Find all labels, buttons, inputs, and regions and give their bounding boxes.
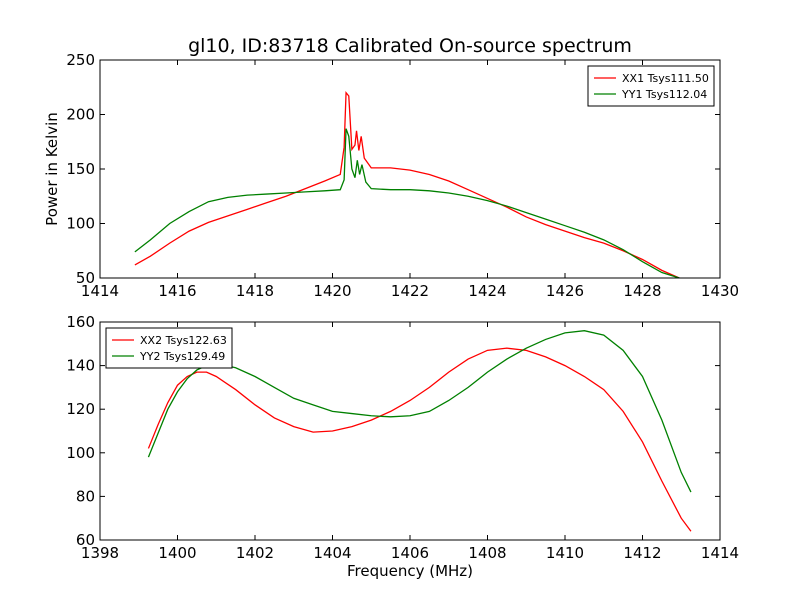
legend-box [587, 65, 715, 107]
y-tick-label: 150 [66, 160, 95, 178]
y-tick-label: 250 [66, 51, 95, 69]
bottom-panel: 1398 1400 1402 1404 1406 1408 1410 1412 1414 60 80… [66, 313, 739, 580]
x-tick-label: 1418 [236, 282, 274, 300]
x-tick-label: 1408 [468, 544, 506, 562]
x-tick-label: 1406 [391, 544, 429, 562]
y-tick-label: 80 [76, 487, 95, 505]
legend-box [105, 327, 233, 369]
y-tick-label: 140 [66, 357, 95, 375]
y-tick-label: 100 [66, 215, 95, 233]
legend: XX2 Tsys122.63 YY2 Tsys129.49 [105, 327, 233, 369]
y-axis-label: Power in Kelvin [43, 112, 61, 226]
x-tick-label: 1404 [313, 544, 351, 562]
x-tick-label: 1428 [623, 282, 661, 300]
y-tick-label: 160 [66, 313, 95, 331]
x-tick-label: 1426 [546, 282, 584, 300]
x-tick-label: 1414 [701, 544, 739, 562]
x-tick-label: 1412 [623, 544, 661, 562]
legend-entry: YY1 Tsys112.04 [621, 88, 707, 101]
x-axis-label: Frequency (MHz) [347, 562, 473, 580]
top-panel: 1414 1416 1418 1420 1422 1424 1426 1428 1430 50 10… [43, 35, 739, 300]
legend-entry: YY2 Tsys129.49 [139, 350, 225, 363]
x-tick-label: 1400 [158, 544, 196, 562]
x-tick-label: 1402 [236, 544, 274, 562]
x-tick-label: 1420 [313, 282, 351, 300]
x-tick-label: 1414 [81, 282, 119, 300]
x-tick-label: 1430 [701, 282, 739, 300]
y-tick-label: 120 [66, 400, 95, 418]
y-tick-label: 100 [66, 444, 95, 462]
series-line-2 [147, 330, 692, 493]
series-line-2 [134, 128, 680, 278]
legend: XX1 Tsys111.50 YY1 Tsys112.04 [587, 65, 715, 107]
x-tick-label: 1422 [391, 282, 429, 300]
x-tick-label: 1410 [546, 544, 584, 562]
x-tick-label: 1398 [81, 544, 119, 562]
y-tick-label: 200 [66, 106, 95, 124]
y-tick-label: 50 [76, 269, 95, 287]
chart-title: gl10, ID:83718 Calibrated On-source spec… [188, 35, 632, 57]
series-line-1 [147, 347, 692, 532]
x-tick-label: 1424 [468, 282, 506, 300]
legend-entry: XX1 Tsys111.50 [622, 72, 709, 85]
y-tick-label: 60 [76, 531, 95, 549]
legend-entry: XX2 Tsys122.63 [140, 334, 227, 347]
x-tick-label: 1416 [158, 282, 196, 300]
series-line-1 [134, 90, 680, 278]
